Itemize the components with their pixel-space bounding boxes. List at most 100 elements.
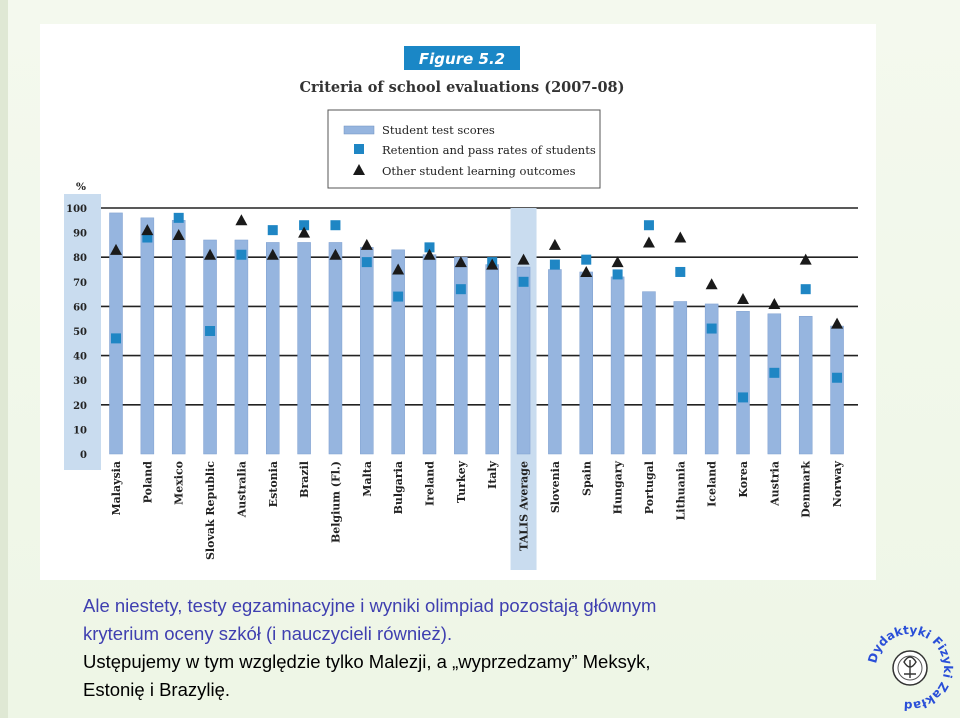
y-tick-label: 80	[73, 253, 87, 264]
bar-student-test-scores	[360, 247, 374, 455]
marker-other-outcomes	[298, 226, 311, 238]
x-tick-label: Slovak Republic	[204, 461, 217, 560]
legend-label-test-scores: Student test scores	[382, 123, 495, 137]
marker-other-outcomes	[642, 236, 655, 248]
marker-retention-rate	[549, 259, 560, 270]
marker-other-outcomes	[517, 253, 530, 265]
marker-other-outcomes	[611, 256, 624, 268]
legend-label-retention: Retention and pass rates of students	[382, 143, 596, 157]
bar-student-test-scores	[830, 325, 844, 455]
bar-student-test-scores	[140, 217, 155, 455]
bar-student-test-scores	[579, 271, 593, 455]
x-tick-label: Iceland	[706, 461, 719, 507]
legend: Student test scores Retention and pass r…	[327, 109, 601, 189]
caption-line-2: kryterium oceny szkół (i nauczycieli rów…	[83, 623, 453, 644]
x-tick-label: Korea	[737, 461, 750, 498]
bar-student-test-scores	[642, 291, 656, 455]
chart-svg: Figure 5.2 Criteria of school evaluation…	[64, 46, 858, 570]
bar-student-test-scores	[610, 276, 625, 455]
bar-student-test-scores	[422, 254, 437, 455]
bar-student-test-scores	[297, 242, 311, 455]
marker-other-outcomes	[235, 214, 248, 226]
y-tick-label: 30	[73, 376, 87, 387]
x-tick-label: Denmark	[800, 461, 813, 518]
bar-student-test-scores	[203, 239, 217, 455]
slide-left-strip	[0, 0, 8, 718]
marker-other-outcomes	[486, 258, 499, 270]
bar-student-test-scores	[673, 301, 688, 455]
bar-student-test-scores	[266, 242, 280, 455]
y-axis-strip	[64, 194, 101, 470]
marker-retention-rate	[236, 249, 247, 260]
y-tick-label: 10	[73, 425, 87, 436]
figure-label: Figure 5.2	[419, 50, 505, 68]
department-logo: Dydaktyki Fizyki Zakład	[865, 623, 955, 713]
y-tick-label: 50	[73, 327, 87, 338]
bar-student-test-scores	[391, 249, 405, 455]
marker-other-outcomes	[172, 229, 185, 241]
marker-other-outcomes	[141, 224, 154, 236]
bar-student-test-scores	[328, 242, 343, 455]
marker-other-outcomes	[705, 278, 718, 290]
y-tick-label: 100	[66, 204, 87, 215]
marker-retention-rate	[299, 220, 310, 231]
marker-retention-rate	[111, 333, 121, 344]
marker-other-outcomes	[423, 248, 436, 260]
marker-retention-rate	[455, 284, 466, 295]
marker-retention-rate	[361, 257, 372, 268]
legend-square-swatch	[354, 144, 364, 154]
x-tick-label: Poland	[141, 461, 154, 504]
marker-other-outcomes	[548, 238, 561, 250]
marker-retention-rate	[675, 266, 686, 277]
bar-student-test-scores	[548, 269, 562, 455]
marker-other-outcomes	[454, 256, 467, 268]
legend-label-other-outcomes: Other student learning outcomes	[382, 164, 576, 178]
x-tick-label: Lithuania	[674, 461, 687, 520]
marker-other-outcomes	[329, 248, 342, 260]
y-tick-label: 60	[73, 302, 87, 313]
marker-other-outcomes	[580, 265, 593, 277]
y-tick-label: 70	[73, 278, 87, 289]
caption: Ale niestety, testy egzaminacyjne i wyni…	[83, 592, 863, 704]
marker-other-outcomes	[674, 231, 687, 243]
marker-retention-rate	[643, 220, 654, 231]
y-tick-label: 40	[73, 352, 87, 363]
legend-triangle-swatch	[353, 164, 365, 175]
x-tick-label: Estonia	[267, 461, 280, 507]
marker-other-outcomes	[737, 293, 749, 305]
marker-retention-rate	[769, 367, 780, 378]
x-tick-label: Austria	[768, 461, 781, 507]
marker-retention-rate	[738, 392, 748, 403]
bar-student-test-scores	[767, 313, 782, 455]
marker-retention-rate	[800, 284, 811, 295]
y-tick-label: 0	[80, 450, 87, 461]
marker-other-outcomes	[392, 263, 405, 275]
x-tick-label: Spain	[580, 461, 593, 496]
marker-retention-rate	[581, 254, 592, 265]
figure-label-box	[404, 46, 520, 70]
x-tick-label: Norway	[831, 460, 844, 507]
marker-other-outcomes	[831, 317, 844, 329]
x-tick-label: Bulgaria	[392, 461, 405, 514]
marker-retention-rate	[424, 242, 435, 253]
logo-emblem-icon	[903, 656, 917, 678]
marker-retention-rate	[612, 269, 623, 280]
x-tick-label: Malaysia	[110, 461, 123, 516]
caption-line-4: Estonię i Brazylię.	[83, 679, 231, 700]
marker-retention-rate	[142, 232, 153, 243]
chart-title: Criteria of school evaluations (2007-08)	[300, 79, 625, 96]
marker-retention-rate	[518, 276, 529, 287]
x-tick-label: Ireland	[424, 461, 437, 506]
bar-student-test-scores	[704, 303, 719, 455]
x-tick-label: Brazil	[298, 461, 311, 498]
marker-retention-rate	[267, 225, 278, 236]
caption-line-3: Ustępujemy w tym względzie tylko Malezji…	[83, 651, 651, 672]
x-tick-label: Italy	[486, 460, 499, 489]
caption-line-1: Ale niestety, testy egzaminacyjne i wyni…	[83, 595, 657, 616]
marker-other-outcomes	[266, 248, 279, 260]
marker-other-outcomes	[204, 248, 217, 260]
marker-retention-rate	[393, 291, 404, 302]
marker-retention-rate	[706, 323, 717, 334]
x-tick-label: Turkey	[455, 460, 468, 503]
x-tick-label: Hungary	[612, 460, 625, 514]
